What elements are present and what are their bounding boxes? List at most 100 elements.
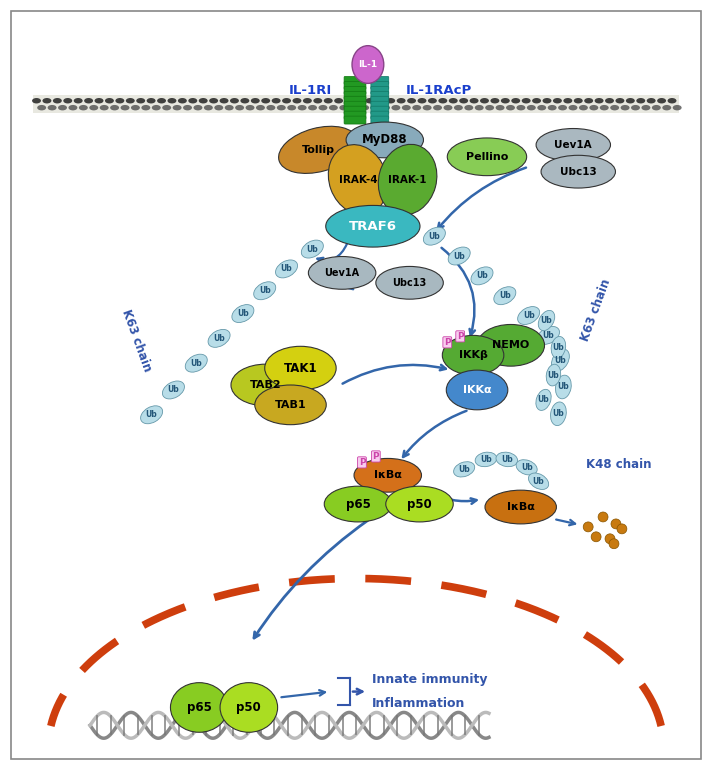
Text: Ub: Ub <box>429 232 440 241</box>
Ellipse shape <box>522 98 530 103</box>
Text: p65: p65 <box>187 701 211 714</box>
Text: IRAK-4: IRAK-4 <box>339 175 377 185</box>
Ellipse shape <box>657 98 666 103</box>
Text: Ub: Ub <box>476 271 488 280</box>
Ellipse shape <box>58 105 67 110</box>
Ellipse shape <box>350 105 359 110</box>
Ellipse shape <box>131 105 140 110</box>
Ellipse shape <box>170 683 228 732</box>
Ellipse shape <box>615 98 624 103</box>
Ellipse shape <box>646 98 656 103</box>
Text: Ub: Ub <box>548 370 560 380</box>
Ellipse shape <box>352 45 384 83</box>
Text: IL-1: IL-1 <box>358 60 377 69</box>
Ellipse shape <box>354 458 422 492</box>
Ellipse shape <box>185 354 207 372</box>
Text: p65: p65 <box>345 497 370 511</box>
Ellipse shape <box>475 105 483 110</box>
Ellipse shape <box>378 144 437 215</box>
Ellipse shape <box>551 336 565 358</box>
Ellipse shape <box>538 105 546 110</box>
Ellipse shape <box>516 105 525 110</box>
Ellipse shape <box>110 105 119 110</box>
Ellipse shape <box>447 138 527 176</box>
Text: TAB2: TAB2 <box>250 380 281 390</box>
FancyBboxPatch shape <box>344 111 366 119</box>
Text: IκBα: IκBα <box>507 502 535 512</box>
Text: Ub: Ub <box>499 291 511 300</box>
Ellipse shape <box>63 98 72 103</box>
Ellipse shape <box>251 98 260 103</box>
Ellipse shape <box>37 105 46 110</box>
Text: Ub: Ub <box>555 356 566 365</box>
Text: Ub: Ub <box>213 334 225 343</box>
Ellipse shape <box>459 98 468 103</box>
Ellipse shape <box>43 98 51 103</box>
Ellipse shape <box>79 105 88 110</box>
Ellipse shape <box>147 98 156 103</box>
Ellipse shape <box>276 260 298 278</box>
Text: Ub: Ub <box>540 316 553 325</box>
FancyBboxPatch shape <box>344 106 366 114</box>
Ellipse shape <box>538 310 555 330</box>
Text: Ub: Ub <box>454 252 465 260</box>
Ellipse shape <box>673 105 681 110</box>
FancyBboxPatch shape <box>371 82 389 89</box>
Ellipse shape <box>621 105 629 110</box>
Ellipse shape <box>255 385 326 425</box>
Ellipse shape <box>563 98 572 103</box>
Text: IκBα: IκBα <box>374 470 402 480</box>
Ellipse shape <box>387 98 395 103</box>
Ellipse shape <box>381 105 390 110</box>
Ellipse shape <box>485 490 556 524</box>
Ellipse shape <box>590 105 598 110</box>
Ellipse shape <box>115 98 125 103</box>
Ellipse shape <box>568 105 577 110</box>
Ellipse shape <box>386 486 454 522</box>
FancyBboxPatch shape <box>371 116 389 124</box>
Ellipse shape <box>136 98 145 103</box>
Text: TAK1: TAK1 <box>283 362 318 375</box>
FancyBboxPatch shape <box>371 86 389 94</box>
Ellipse shape <box>652 105 661 110</box>
Ellipse shape <box>475 452 497 467</box>
Ellipse shape <box>402 105 411 110</box>
Ellipse shape <box>532 98 541 103</box>
FancyBboxPatch shape <box>344 86 366 94</box>
Ellipse shape <box>605 98 614 103</box>
Ellipse shape <box>611 519 621 529</box>
Ellipse shape <box>439 98 447 103</box>
Ellipse shape <box>53 98 62 103</box>
Ellipse shape <box>428 98 437 103</box>
Text: Tollip: Tollip <box>302 145 335 155</box>
Ellipse shape <box>89 105 98 110</box>
Ellipse shape <box>308 105 317 110</box>
Ellipse shape <box>538 326 560 344</box>
Ellipse shape <box>392 105 400 110</box>
Text: Ub: Ub <box>538 395 550 404</box>
Ellipse shape <box>256 105 265 110</box>
Ellipse shape <box>277 105 286 110</box>
Text: Inflammation: Inflammation <box>372 697 465 710</box>
Ellipse shape <box>278 126 358 173</box>
Ellipse shape <box>511 98 520 103</box>
Ellipse shape <box>120 105 130 110</box>
Ellipse shape <box>95 98 103 103</box>
Ellipse shape <box>470 98 478 103</box>
Ellipse shape <box>194 105 202 110</box>
Ellipse shape <box>142 105 150 110</box>
Ellipse shape <box>642 105 650 110</box>
Text: Ub: Ub <box>281 264 293 273</box>
Text: Pellino: Pellino <box>466 152 508 162</box>
Ellipse shape <box>464 105 473 110</box>
Ellipse shape <box>424 227 446 245</box>
Ellipse shape <box>407 98 416 103</box>
Ellipse shape <box>574 98 582 103</box>
FancyBboxPatch shape <box>371 76 389 85</box>
Ellipse shape <box>423 105 431 110</box>
Ellipse shape <box>558 105 567 110</box>
Ellipse shape <box>261 98 270 103</box>
Ellipse shape <box>84 98 93 103</box>
Text: IRAK-1: IRAK-1 <box>388 175 427 185</box>
Ellipse shape <box>585 98 593 103</box>
